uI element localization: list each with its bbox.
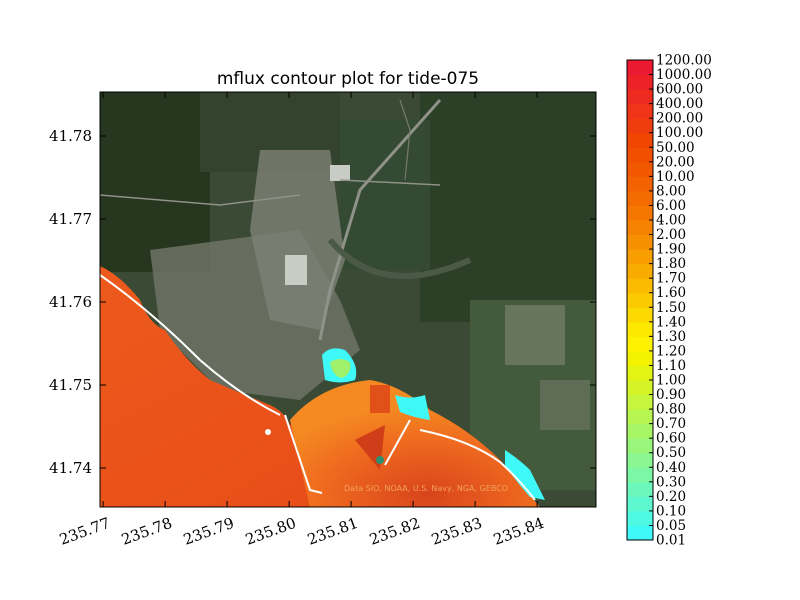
colorbar-swatch	[627, 161, 653, 177]
colorbar-swatch	[627, 292, 653, 308]
colorbar-swatch	[627, 147, 653, 163]
colorbar-swatches	[627, 60, 653, 541]
colorbar-swatch	[627, 190, 653, 206]
y-tick-label: 41.75	[49, 376, 92, 394]
x-tick-label: 235.84	[491, 514, 546, 549]
flux-region-bay	[290, 380, 540, 507]
colorbar-level-label: 10.00	[656, 169, 695, 185]
plot-frame	[99, 91, 597, 508]
colorbar-level-label: 0.40	[656, 460, 686, 476]
x-tick-label: 235.78	[119, 514, 174, 549]
colorbar-swatch	[627, 234, 653, 250]
colorbar-level-label: 0.90	[656, 387, 686, 403]
colorbar-level-label: 0.50	[656, 445, 686, 461]
colorbar-level-label: 0.05	[656, 518, 686, 534]
colorbar-level-label: 0.10	[656, 503, 686, 519]
x-tick-label: 235.83	[429, 514, 484, 549]
flux-region-harbor-inner	[330, 359, 351, 378]
colorbar-swatch	[627, 394, 653, 410]
colorbar-level-label: 100.00	[656, 125, 703, 141]
colorbar-swatch	[627, 481, 653, 497]
colorbar-swatch	[627, 307, 653, 323]
x-tick-label: 235.77	[57, 514, 112, 549]
colorbar-level-label: 1.90	[656, 242, 686, 258]
colorbar-level-label: 200.00	[656, 111, 703, 127]
colorbar-level-label: 1.70	[656, 271, 686, 287]
x-tick-label: 235.82	[367, 514, 422, 549]
colorbar-level-label: 6.00	[656, 198, 686, 214]
colorbar-swatch	[627, 103, 653, 119]
colorbar-level-label: 1200.00	[656, 53, 712, 69]
colorbar-swatch	[627, 89, 653, 105]
colorbar-level-label: 2.00	[656, 227, 686, 243]
colorbar-swatch	[627, 220, 653, 236]
y-axis: 41.74 41.75 41.76 41.77 41.78	[49, 127, 596, 477]
flux-region-breakwater	[370, 385, 390, 413]
colorbar-level-label: 1.60	[656, 285, 686, 301]
colorbar-swatch	[627, 452, 653, 468]
colorbar-level-label: 8.00	[656, 183, 686, 199]
colorbar-swatch	[627, 467, 653, 483]
colorbar-level-label: 600.00	[656, 82, 703, 98]
colorbar-level-label: 1.40	[656, 314, 686, 330]
colorbar-level-label: 1.10	[656, 358, 686, 374]
colorbar-swatch	[627, 350, 653, 366]
flux-region-channel	[395, 395, 430, 420]
colorbar-swatch	[627, 380, 653, 396]
satellite-terrain	[100, 92, 596, 490]
colorbar-level-label: 1.30	[656, 329, 686, 345]
colorbar-level-label: 1.80	[656, 256, 686, 272]
flux-region-estuary	[505, 450, 545, 500]
y-tick-label: 41.74	[49, 459, 92, 477]
colorbar-swatch	[627, 423, 653, 439]
colorbar-level-label: 0.80	[656, 402, 686, 418]
colorbar-level-label: 0.60	[656, 431, 686, 447]
colorbar-level-label: 1.50	[656, 300, 686, 316]
colorbar-labels: 0.010.050.100.200.300.400.500.600.700.80…	[649, 53, 712, 549]
colorbar: 0.010.050.100.200.300.400.500.600.700.80…	[626, 53, 712, 549]
y-tick-label: 41.77	[49, 210, 92, 228]
colorbar-level-label: 400.00	[656, 96, 703, 112]
x-tick-label: 235.80	[243, 514, 298, 549]
x-tick-label: 235.79	[181, 514, 236, 549]
colorbar-swatch	[627, 336, 653, 352]
colorbar-level-label: 0.20	[656, 489, 686, 505]
flux-overlay	[100, 266, 545, 507]
colorbar-frame	[626, 59, 654, 541]
colorbar-level-label: 0.70	[656, 416, 686, 432]
colorbar-swatch	[627, 510, 653, 526]
colorbar-swatch	[627, 409, 653, 425]
colorbar-swatch	[627, 249, 653, 265]
colorbar-level-label: 4.00	[656, 213, 686, 229]
colorbar-swatch	[627, 118, 653, 134]
colorbar-swatch	[627, 132, 653, 148]
colorbar-swatch	[627, 321, 653, 337]
chart-title: mflux contour plot for tide-075	[217, 69, 479, 89]
plot-area: Data SIO, NOAA, U.S. Navy, NGA, GEBCO	[100, 92, 596, 507]
colorbar-level-label: 20.00	[656, 154, 695, 170]
y-tick-label: 41.78	[49, 127, 92, 145]
colorbar-swatch	[627, 176, 653, 192]
colorbar-level-label: 1.20	[656, 343, 686, 359]
colorbar-swatch	[627, 278, 653, 294]
colorbar-swatch	[627, 525, 653, 541]
colorbar-level-label: 1.00	[656, 373, 686, 389]
colorbar-swatch	[627, 60, 653, 76]
colorbar-level-label: 0.30	[656, 474, 686, 490]
colorbar-swatch	[627, 496, 653, 512]
colorbar-level-label: 50.00	[656, 140, 695, 156]
colorbar-swatch	[627, 365, 653, 381]
colorbar-swatch	[627, 263, 653, 279]
colorbar-swatch	[627, 205, 653, 221]
map-attribution: Data SIO, NOAA, U.S. Navy, NGA, GEBCO	[344, 484, 508, 493]
colorbar-level-label: 1000.00	[656, 67, 712, 83]
x-tick-label: 235.81	[305, 514, 360, 549]
y-tick-label: 41.76	[49, 293, 92, 311]
colorbar-swatch	[627, 74, 653, 90]
colorbar-level-label: 0.01	[656, 533, 686, 549]
colorbar-swatch	[627, 438, 653, 454]
